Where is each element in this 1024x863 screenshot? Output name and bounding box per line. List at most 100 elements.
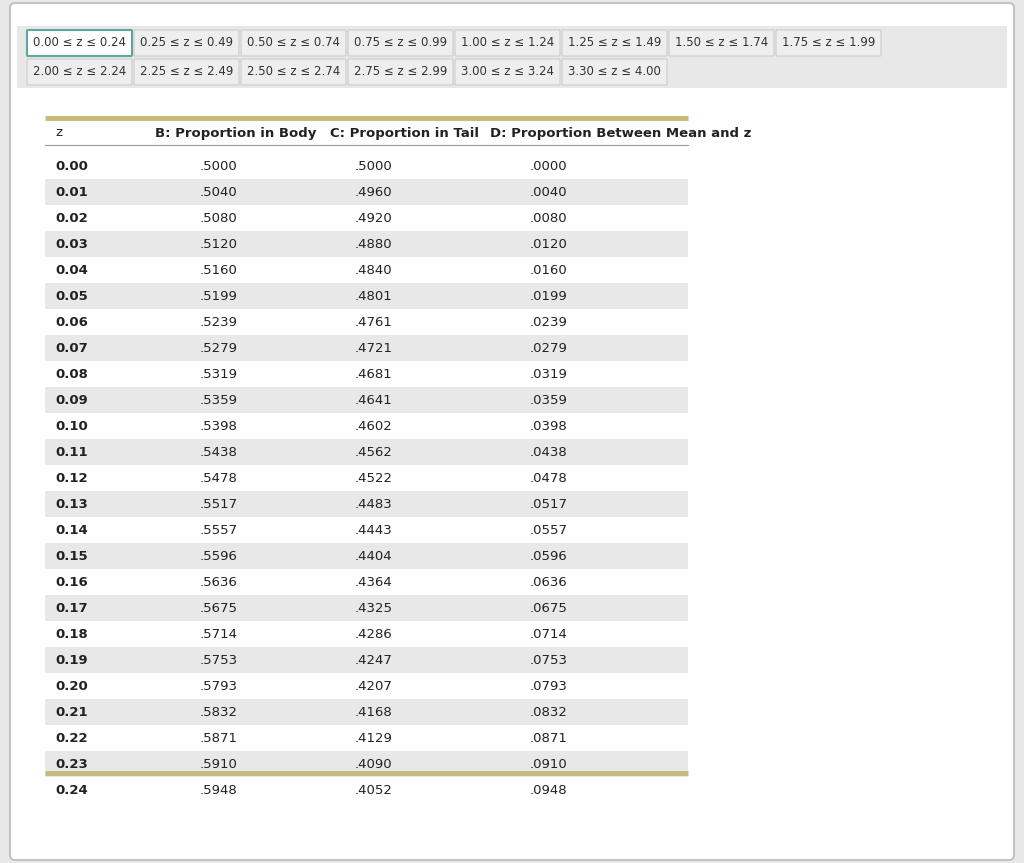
Text: 0.03: 0.03	[55, 237, 88, 250]
Text: 0.09: 0.09	[55, 394, 88, 406]
Text: .5120: .5120	[200, 237, 238, 250]
FancyBboxPatch shape	[27, 30, 132, 56]
Bar	[45, 595, 688, 621]
FancyBboxPatch shape	[562, 59, 667, 85]
Text: .4286: .4286	[355, 627, 393, 640]
Text: .4129: .4129	[355, 732, 393, 745]
Text: .0557: .0557	[530, 524, 568, 537]
FancyBboxPatch shape	[669, 30, 774, 56]
Text: 2.75 ≤ z ≤ 2.99: 2.75 ≤ z ≤ 2.99	[354, 66, 447, 79]
Text: .5040: .5040	[200, 186, 238, 198]
Bar	[45, 491, 688, 517]
Text: .5596: .5596	[200, 550, 238, 563]
Text: .0636: .0636	[530, 576, 567, 589]
Text: 0.22: 0.22	[55, 732, 88, 745]
FancyBboxPatch shape	[134, 59, 239, 85]
Text: .4721: .4721	[355, 342, 393, 355]
Text: .0160: .0160	[530, 263, 567, 276]
Text: .4641: .4641	[355, 394, 393, 406]
Text: 0.12: 0.12	[55, 471, 88, 484]
Text: .4562: .4562	[355, 445, 393, 458]
FancyBboxPatch shape	[455, 59, 560, 85]
Text: 0.21: 0.21	[55, 705, 88, 719]
Text: 0.06: 0.06	[55, 316, 88, 329]
Text: .5517: .5517	[200, 497, 239, 511]
Text: 0.50 ≤ z ≤ 0.74: 0.50 ≤ z ≤ 0.74	[247, 36, 340, 49]
Text: .5359: .5359	[200, 394, 238, 406]
Text: 0.14: 0.14	[55, 524, 88, 537]
Bar	[45, 179, 688, 205]
Text: .5675: .5675	[200, 602, 238, 614]
Text: .5319: .5319	[200, 368, 238, 381]
Text: 2.00 ≤ z ≤ 2.24: 2.00 ≤ z ≤ 2.24	[33, 66, 126, 79]
Text: .4168: .4168	[355, 705, 393, 719]
FancyBboxPatch shape	[27, 59, 132, 85]
Text: 0.00: 0.00	[55, 160, 88, 173]
Text: D: Proportion Between Mean and z: D: Proportion Between Mean and z	[490, 127, 752, 140]
Text: .4920: .4920	[355, 211, 393, 224]
Text: .4840: .4840	[355, 263, 392, 276]
Bar	[45, 751, 688, 777]
Text: .5160: .5160	[200, 263, 238, 276]
Text: .0832: .0832	[530, 705, 568, 719]
FancyBboxPatch shape	[776, 30, 881, 56]
Text: 0.00 ≤ z ≤ 0.24: 0.00 ≤ z ≤ 0.24	[33, 36, 126, 49]
Text: .5398: .5398	[200, 419, 238, 432]
Bar	[45, 647, 688, 673]
Text: .4602: .4602	[355, 419, 393, 432]
Text: 1.00 ≤ z ≤ 1.24: 1.00 ≤ z ≤ 1.24	[461, 36, 554, 49]
Text: .0871: .0871	[530, 732, 568, 745]
Text: .0596: .0596	[530, 550, 567, 563]
Text: .0199: .0199	[530, 289, 567, 303]
Text: .4801: .4801	[355, 289, 393, 303]
Text: .5478: .5478	[200, 471, 238, 484]
Text: 0.25 ≤ z ≤ 0.49: 0.25 ≤ z ≤ 0.49	[140, 36, 233, 49]
Text: 3.00 ≤ z ≤ 3.24: 3.00 ≤ z ≤ 3.24	[461, 66, 554, 79]
FancyBboxPatch shape	[134, 30, 239, 56]
Text: z: z	[55, 127, 62, 140]
Text: 0.16: 0.16	[55, 576, 88, 589]
Text: 0.23: 0.23	[55, 758, 88, 771]
Text: .4404: .4404	[355, 550, 392, 563]
Text: 0.10: 0.10	[55, 419, 88, 432]
Text: 0.24: 0.24	[55, 784, 88, 797]
Text: .5279: .5279	[200, 342, 238, 355]
Text: .5753: .5753	[200, 653, 239, 666]
FancyBboxPatch shape	[348, 59, 453, 85]
Text: .4522: .4522	[355, 471, 393, 484]
Text: .4052: .4052	[355, 784, 393, 797]
Text: 0.20: 0.20	[55, 679, 88, 692]
Text: .4880: .4880	[355, 237, 392, 250]
Text: .5000: .5000	[355, 160, 393, 173]
Bar	[45, 543, 688, 569]
Text: .5557: .5557	[200, 524, 239, 537]
Text: .5438: .5438	[200, 445, 238, 458]
Text: .5080: .5080	[200, 211, 238, 224]
Text: .0398: .0398	[530, 419, 567, 432]
Bar	[17, 26, 1007, 88]
Text: .0040: .0040	[530, 186, 567, 198]
Text: .0438: .0438	[530, 445, 567, 458]
Text: .0793: .0793	[530, 679, 568, 692]
Text: 1.25 ≤ z ≤ 1.49: 1.25 ≤ z ≤ 1.49	[568, 36, 662, 49]
Text: .0279: .0279	[530, 342, 568, 355]
Text: .5832: .5832	[200, 705, 238, 719]
Text: B: Proportion in Body: B: Proportion in Body	[155, 127, 316, 140]
Bar	[45, 335, 688, 361]
Text: 0.05: 0.05	[55, 289, 88, 303]
Text: 0.07: 0.07	[55, 342, 88, 355]
Text: 1.50 ≤ z ≤ 1.74: 1.50 ≤ z ≤ 1.74	[675, 36, 768, 49]
Text: .4207: .4207	[355, 679, 393, 692]
Text: .5871: .5871	[200, 732, 238, 745]
Text: .0319: .0319	[530, 368, 568, 381]
Text: 0.18: 0.18	[55, 627, 88, 640]
Text: 1.75 ≤ z ≤ 1.99: 1.75 ≤ z ≤ 1.99	[781, 36, 876, 49]
FancyBboxPatch shape	[241, 59, 346, 85]
Bar	[45, 387, 688, 413]
Text: .5910: .5910	[200, 758, 238, 771]
Text: .5793: .5793	[200, 679, 238, 692]
Text: C: Proportion in Tail: C: Proportion in Tail	[330, 127, 479, 140]
Text: .0675: .0675	[530, 602, 568, 614]
Text: .4443: .4443	[355, 524, 393, 537]
Text: .0359: .0359	[530, 394, 568, 406]
